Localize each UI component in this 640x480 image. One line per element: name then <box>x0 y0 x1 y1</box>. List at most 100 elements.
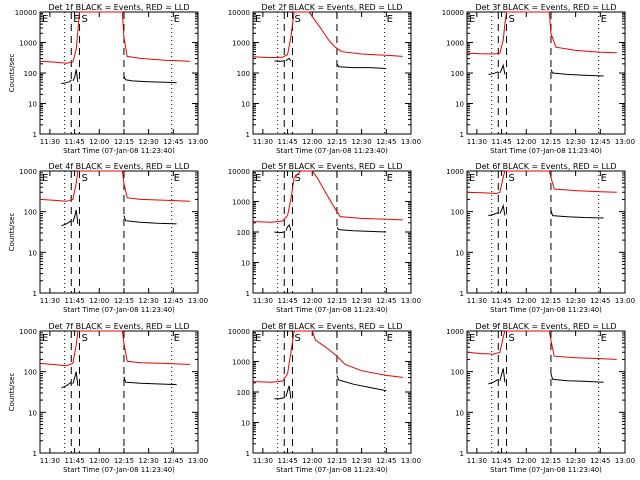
x-tick-label: 11:45 <box>491 457 511 465</box>
y-tick-label: 1 <box>33 131 37 139</box>
x-tick-label: 12:15 <box>327 297 347 305</box>
y-tick-label: 1 <box>460 131 464 139</box>
time-marker-label: S <box>82 14 88 25</box>
plot-frame <box>39 330 199 454</box>
y-tick-label: 10000 <box>228 328 250 336</box>
y-tick-label: 1 <box>33 290 37 298</box>
x-tick-label: 12:15 <box>114 297 134 305</box>
series-events-line <box>72 209 79 224</box>
series-events-line <box>123 376 177 386</box>
time-marker-label: E <box>174 14 180 25</box>
y-tick-label: 1000 <box>446 40 464 48</box>
x-tick-label: 13:00 <box>401 138 421 146</box>
x-axis-label: Start Time (07-Jan-08 11:23:40) <box>276 147 388 155</box>
series-events-line <box>72 371 79 386</box>
y-tick-label: 100 <box>24 209 37 217</box>
series-events-line <box>336 375 387 392</box>
chart-panel-9: Det 9f BLACK = Events, RED = LLD 1 10 100 10… <box>446 322 635 474</box>
x-tick-label: 12:15 <box>327 138 347 146</box>
x-tick-label: 12:45 <box>163 138 183 146</box>
chart-panel-1: Det 1f BLACK = Events, RED = LLD 1 10 100 10… <box>8 3 208 155</box>
x-tick-label: 11:45 <box>277 297 297 305</box>
y-tick-label: 100 <box>237 229 250 237</box>
x-tick-label: 12:30 <box>139 138 159 146</box>
y-tick-label: 10000 <box>228 9 250 17</box>
series-lld-line <box>252 330 403 383</box>
series-lld-line <box>252 170 403 223</box>
time-marker-label: E <box>255 173 261 184</box>
y-tick-label: 1000 <box>19 40 37 48</box>
x-tick-label: 12:30 <box>566 297 586 305</box>
series-events-line <box>550 69 604 77</box>
time-marker-label: E <box>387 333 393 344</box>
series-lld-line <box>39 170 190 202</box>
series-events-line <box>61 79 72 85</box>
y-tick-label: 10 <box>455 101 464 109</box>
x-tick-label: 12:45 <box>163 457 183 465</box>
series-lld-line <box>39 330 190 367</box>
series-events-line <box>72 69 79 83</box>
time-marker-label: E <box>174 333 180 344</box>
y-tick-label: 1 <box>460 450 464 458</box>
series-lld-line <box>466 170 617 195</box>
time-marker-label: E <box>42 14 48 25</box>
time-marker-label: S <box>82 333 88 344</box>
time-marker-label: E <box>601 14 607 25</box>
x-tick-label: 12:15 <box>541 297 561 305</box>
y-axis-label: Counts/sec <box>8 213 16 252</box>
x-tick-label: 13:00 <box>615 297 635 305</box>
chart-panel-5: Det 5f BLACK = Events, RED = LLD 1 10 100 10… <box>228 162 421 314</box>
time-marker-label: S <box>82 173 88 184</box>
plot-frame <box>39 11 199 135</box>
time-marker-label: S <box>295 333 301 344</box>
time-marker-label: E <box>601 173 607 184</box>
series-events-line <box>336 63 387 69</box>
series-events-line <box>488 212 499 217</box>
x-tick-label: 12:45 <box>376 138 396 146</box>
series-events-line <box>550 209 604 219</box>
chart-title: Det 9f BLACK = Events, RED = LLD <box>475 322 616 331</box>
series-events-line <box>274 397 285 400</box>
series-events-line <box>499 63 506 75</box>
series-events-line <box>336 227 387 233</box>
series-events-line <box>285 57 292 62</box>
time-marker-label: S <box>509 14 515 25</box>
x-tick-label: 13:00 <box>401 297 421 305</box>
y-axis-label: Counts/sec <box>8 373 16 412</box>
x-axis-label: Start Time (07-Jan-08 11:23:40) <box>63 306 175 314</box>
x-tick-label: 11:30 <box>467 457 487 465</box>
x-tick-label: 12:45 <box>376 457 396 465</box>
time-marker-label: E <box>73 14 79 25</box>
x-tick-label: 11:45 <box>64 138 84 146</box>
series-events-line <box>488 378 499 385</box>
x-tick-label: 12:00 <box>89 138 109 146</box>
y-tick-label: 1000 <box>232 199 250 207</box>
x-tick-label: 12:30 <box>139 297 159 305</box>
x-tick-label: 12:00 <box>89 297 109 305</box>
time-marker-label: S <box>509 333 515 344</box>
x-tick-label: 13:00 <box>401 457 421 465</box>
y-tick-label: 1 <box>246 290 250 298</box>
x-tick-label: 12:45 <box>590 457 610 465</box>
series-lld-line <box>39 11 190 64</box>
x-tick-label: 12:15 <box>114 138 134 146</box>
y-tick-label: 1 <box>460 290 464 298</box>
x-axis-label: Start Time (07-Jan-08 11:23:40) <box>490 147 602 155</box>
y-tick-label: 100 <box>24 369 37 377</box>
y-axis-label: Counts/sec <box>8 54 16 93</box>
series-events-line <box>499 368 506 383</box>
chart-title: Det 1f BLACK = Events, RED = LLD <box>48 3 189 12</box>
chart-panel-2: Det 2f BLACK = Events, RED = LLD 1 10 100 10… <box>228 3 421 155</box>
time-marker-label: S <box>509 173 515 184</box>
x-tick-label: 12:00 <box>302 457 322 465</box>
x-axis-label: Start Time (07-Jan-08 11:23:40) <box>276 306 388 314</box>
y-tick-label: 10 <box>28 409 37 417</box>
chart-title: Det 4f BLACK = Events, RED = LLD <box>48 162 189 171</box>
x-tick-label: 12:00 <box>516 297 536 305</box>
y-tick-label: 10000 <box>228 168 250 176</box>
x-tick-label: 12:15 <box>541 138 561 146</box>
chart-title: Det 6f BLACK = Events, RED = LLD <box>475 162 616 171</box>
x-tick-label: 12:15 <box>541 457 561 465</box>
chart-panel-4: Det 4f BLACK = Events, RED = LLD 1 10 100 10… <box>8 162 208 314</box>
y-tick-label: 1000 <box>19 328 37 336</box>
